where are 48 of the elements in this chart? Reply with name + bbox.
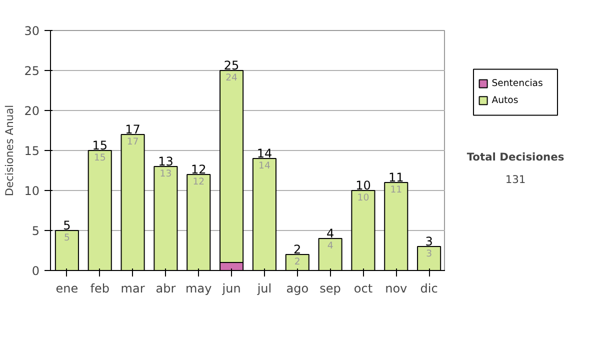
y-axis-title: Decisiones Anual [3, 104, 16, 196]
total-label: 3 [425, 234, 433, 248]
text: 131 [505, 172, 526, 186]
data-label: 4 [327, 240, 334, 252]
total-label: 13 [158, 154, 174, 168]
data-label: 24 [226, 72, 238, 84]
data-label: 14 [258, 160, 270, 172]
x-tick-label: dic [420, 282, 438, 296]
total-label: 17 [125, 122, 140, 136]
x-tick-label: sep [320, 282, 341, 296]
total-label: 11 [388, 170, 404, 184]
x-tick-label: jul [256, 282, 272, 296]
data-label: 17 [126, 136, 139, 148]
data-label: 13 [160, 168, 172, 180]
x-tick-label: nov [385, 282, 408, 296]
data-label: 10 [357, 192, 370, 204]
y-tick-label: 25 [24, 64, 40, 78]
data-label: 11 [390, 184, 402, 196]
y-tick-label: 20 [24, 104, 40, 118]
total-label: 25 [224, 58, 240, 72]
x-tick-label: ene [56, 282, 78, 296]
y-tick-label: 15 [24, 144, 40, 158]
text: Total Decisiones [466, 150, 564, 164]
data-label: 3 [426, 248, 432, 260]
x-tick-label: feb [90, 282, 110, 296]
y-tick-label: 30 [24, 24, 40, 38]
x-tick-label: mar [120, 282, 145, 296]
total-label: 4 [326, 226, 334, 240]
legend-label: Autos [492, 95, 518, 106]
total-label: 10 [356, 178, 371, 192]
total-label: 14 [256, 146, 272, 160]
x-tick-label: oct [354, 282, 373, 296]
total-label: 12 [190, 162, 206, 176]
data-label: 5 [64, 232, 70, 244]
y-tick-label: 5 [32, 224, 40, 238]
data-label: 12 [192, 176, 205, 188]
y-tick-label: 0 [32, 264, 40, 278]
x-tick-label: ago [286, 282, 309, 296]
y-tick-label: 10 [24, 184, 40, 198]
x-tick-label: abr [156, 282, 176, 296]
x-tick-label: jun [221, 282, 241, 296]
x-tick-label: may [186, 282, 212, 296]
total-label: 2 [294, 242, 302, 256]
data-label: 15 [94, 152, 106, 164]
total-label: 5 [63, 218, 71, 232]
data-label: 2 [294, 256, 300, 268]
total-label: 15 [92, 138, 108, 152]
legend-label: Sentencias [492, 78, 544, 90]
